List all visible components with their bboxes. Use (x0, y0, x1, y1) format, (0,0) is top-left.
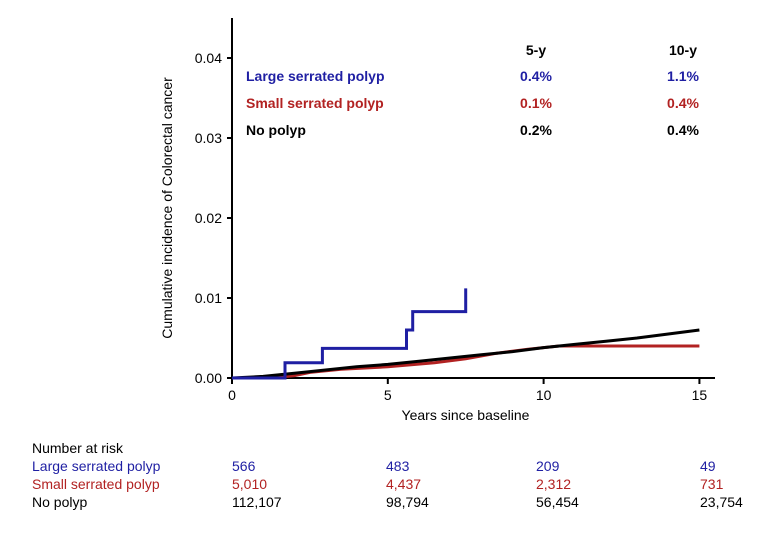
x-tick-label: 5 (384, 387, 392, 403)
legend-10y-value: 0.4% (667, 122, 699, 138)
legend-header-5y: 5-y (526, 42, 546, 58)
y-tick-label: 0.00 (195, 370, 222, 386)
series-line-large-serrated-polyp (232, 288, 468, 380)
x-tick-label: 0 (228, 387, 236, 403)
risk-row-label: Large serrated polyp (32, 458, 161, 474)
risk-table-title: Number at risk (32, 440, 124, 456)
y-tick-label: 0.03 (195, 130, 222, 146)
risk-count: 2,312 (536, 476, 571, 492)
x-axis-title: Years since baseline (402, 407, 530, 423)
risk-count: 5,010 (232, 476, 267, 492)
risk-count: 566 (232, 458, 256, 474)
risk-count: 23,754 (700, 494, 743, 510)
legend-10y-value: 1.1% (667, 68, 699, 84)
risk-row-label: No polyp (32, 494, 87, 510)
risk-count: 49 (700, 458, 716, 474)
risk-count: 56,454 (536, 494, 579, 510)
risk-count: 4,437 (386, 476, 421, 492)
legend-series-name: Large serrated polyp (246, 68, 385, 84)
y-ticks: 0.00 0.01 0.02 0.03 0.04 (195, 50, 232, 386)
x-tick-label: 15 (692, 387, 708, 403)
risk-count: 112,107 (232, 494, 282, 510)
legend-5y-value: 0.4% (520, 68, 552, 84)
x-ticks: 0 5 10 15 (228, 378, 707, 403)
x-tick-label: 10 (536, 387, 552, 403)
risk-table: Number at risk Large serrated polyp 566 483… (32, 440, 743, 510)
legend-header-10y: 10-y (669, 42, 697, 58)
risk-count: 483 (386, 458, 410, 474)
y-axis-title: Cumulative incidence of Colorectal cance… (159, 77, 175, 339)
risk-count: 731 (700, 476, 724, 492)
series-line-small-serrated-polyp (232, 344, 700, 380)
legend-series-name: No polyp (246, 122, 306, 138)
y-tick-label: 0.01 (195, 290, 222, 306)
risk-count: 209 (536, 458, 560, 474)
risk-count: 98,794 (386, 494, 429, 510)
legend-table: 5-y 10-y Large serrated polyp 0.4% 1.1% Small… (246, 42, 700, 138)
legend-10y-value: 0.4% (667, 95, 699, 111)
y-tick-label: 0.04 (195, 50, 222, 66)
series-line-no-polyp (231, 328, 700, 380)
legend-series-name: Small serrated polyp (246, 95, 384, 111)
y-tick-label: 0.02 (195, 210, 222, 226)
legend-5y-value: 0.1% (520, 95, 552, 111)
axes (231, 18, 715, 379)
series-layer (231, 288, 700, 380)
legend-5y-value: 0.2% (520, 122, 552, 138)
risk-row-label: Small serrated polyp (32, 476, 160, 492)
